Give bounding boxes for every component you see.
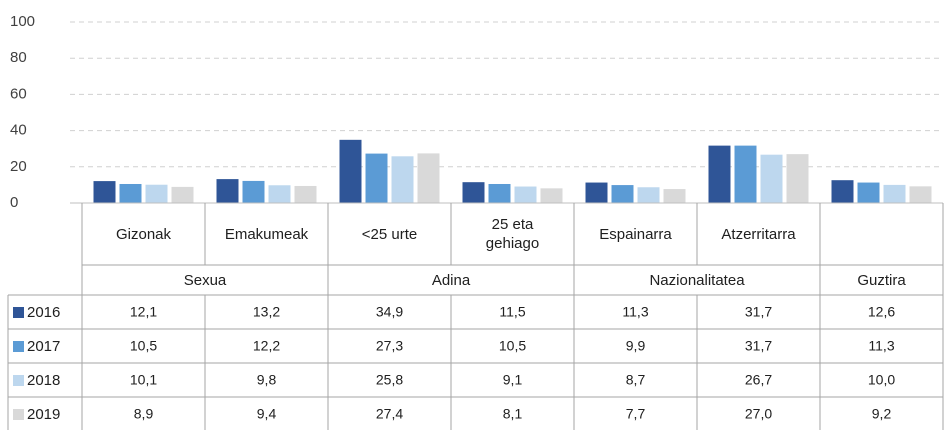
value-label: 11,5 xyxy=(499,304,525,320)
bar xyxy=(242,180,265,203)
bar xyxy=(391,156,414,203)
value-label: 34,9 xyxy=(376,304,403,320)
value-label: 12,6 xyxy=(868,304,895,320)
bar xyxy=(857,182,880,203)
legend-swatch xyxy=(13,341,24,352)
bar xyxy=(145,184,168,203)
legend-label: 2019 xyxy=(27,406,60,423)
value-label: 9,1 xyxy=(503,372,523,388)
category-label: Espainarra xyxy=(599,225,672,243)
bar xyxy=(119,183,142,203)
bar xyxy=(663,189,686,203)
value-label: 31,7 xyxy=(745,304,772,320)
value-label: 10,1 xyxy=(130,372,157,388)
y-tick-label: 40 xyxy=(10,122,27,139)
bar xyxy=(488,183,511,203)
category-label: <25 urte xyxy=(361,225,418,243)
y-tick-label: 20 xyxy=(10,158,27,175)
value-label: 8,1 xyxy=(503,406,523,422)
bar xyxy=(786,154,809,203)
y-tick-label: 60 xyxy=(10,85,27,102)
value-label: 31,7 xyxy=(745,338,772,354)
value-label: 13,2 xyxy=(253,304,280,320)
bar xyxy=(909,186,932,203)
bar xyxy=(268,185,291,203)
value-label: 10,5 xyxy=(130,338,157,354)
value-label: 10,0 xyxy=(868,372,895,388)
bar xyxy=(171,186,194,203)
bar xyxy=(708,145,731,203)
legend-label: 2017 xyxy=(27,338,60,355)
group-label: Adina xyxy=(432,272,471,289)
legend-label: 2016 xyxy=(27,304,60,321)
value-label: 8,9 xyxy=(134,406,154,422)
group-label: Sexua xyxy=(184,272,227,289)
value-label: 9,9 xyxy=(626,338,646,354)
category-label: 25 eta gehiago xyxy=(485,216,540,252)
bar xyxy=(216,179,239,203)
value-label: 27,4 xyxy=(376,406,403,422)
legend-swatch xyxy=(13,409,24,420)
bar xyxy=(540,188,563,203)
value-label: 27,0 xyxy=(745,406,772,422)
value-label: 27,3 xyxy=(376,338,403,354)
bar xyxy=(611,185,634,203)
bar xyxy=(93,181,116,203)
legend-label: 2018 xyxy=(27,372,60,389)
y-tick-label: 80 xyxy=(10,49,27,66)
category-label: Atzerritarra xyxy=(721,225,796,243)
value-label: 12,2 xyxy=(253,338,280,354)
bar xyxy=(462,182,485,203)
bar xyxy=(294,185,317,203)
value-label: 25,8 xyxy=(376,372,403,388)
y-tick-label: 100 xyxy=(10,13,35,30)
value-label: 26,7 xyxy=(745,372,772,388)
bar xyxy=(365,153,388,203)
bar xyxy=(883,184,906,203)
value-label: 9,4 xyxy=(257,406,277,422)
bar xyxy=(417,153,440,203)
group-label: Guztira xyxy=(857,272,906,289)
value-label: 9,8 xyxy=(257,372,277,388)
value-label: 11,3 xyxy=(622,304,648,320)
bar xyxy=(585,182,608,203)
y-tick-label: 0 xyxy=(10,194,18,211)
category-label: Emakumeak xyxy=(224,225,309,243)
category-label: Gizonak xyxy=(115,225,172,243)
value-label: 9,2 xyxy=(872,406,892,422)
bar xyxy=(831,180,854,203)
value-label: 12,1 xyxy=(130,304,157,320)
bar xyxy=(760,154,783,203)
legend-swatch xyxy=(13,307,24,318)
group-label: Nazionalitatea xyxy=(649,272,745,289)
bar xyxy=(514,186,537,203)
value-label: 7,7 xyxy=(626,406,646,422)
bar xyxy=(637,187,660,203)
bar xyxy=(734,145,757,203)
value-label: 8,7 xyxy=(626,372,646,388)
bar xyxy=(339,139,362,203)
legend-swatch xyxy=(13,375,24,386)
value-label: 11,3 xyxy=(868,338,894,354)
value-label: 10,5 xyxy=(499,338,526,354)
